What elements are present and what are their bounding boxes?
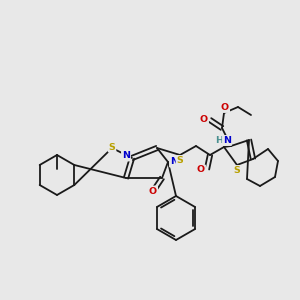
Text: N: N	[170, 158, 178, 166]
Text: S: S	[109, 142, 116, 152]
Text: O: O	[197, 166, 205, 175]
Text: H: H	[215, 136, 223, 145]
Text: O: O	[221, 103, 229, 112]
Text: O: O	[200, 116, 208, 124]
Text: O: O	[149, 187, 157, 196]
Text: N: N	[122, 152, 130, 160]
Text: N: N	[223, 136, 231, 145]
Text: S: S	[177, 156, 183, 165]
Text: S: S	[234, 166, 240, 175]
